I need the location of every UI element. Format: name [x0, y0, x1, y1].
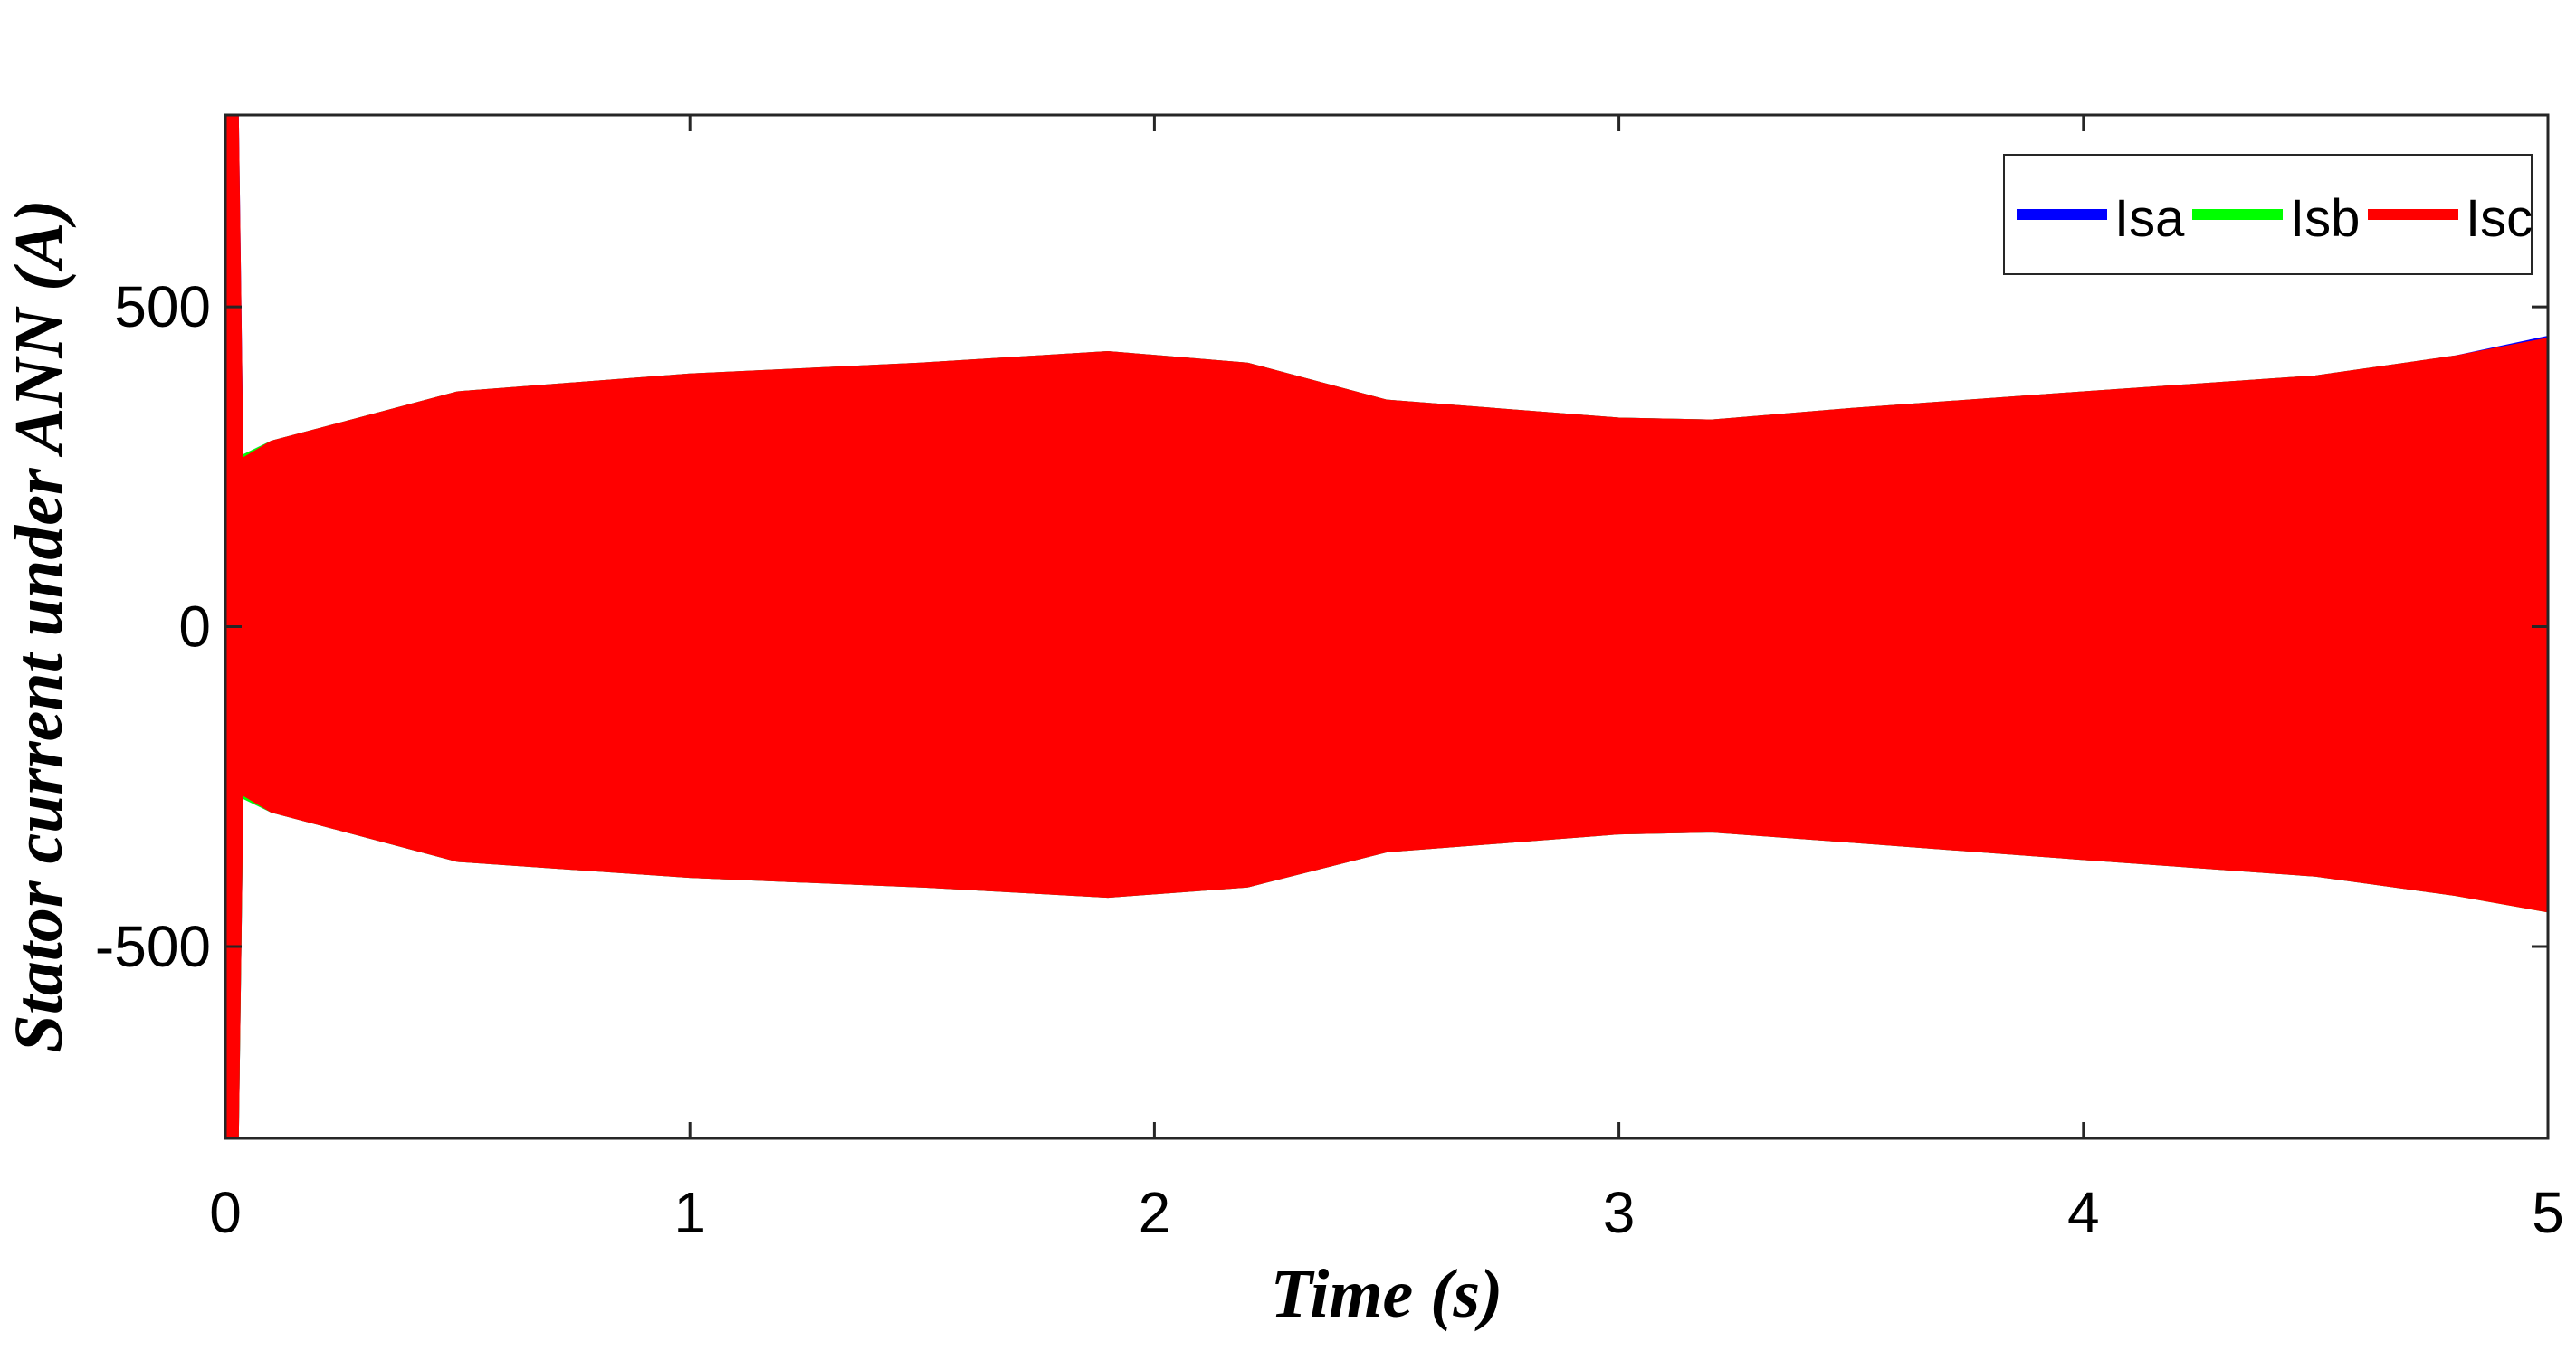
legend-label: Isb [2290, 189, 2360, 248]
x-tick-label: 0 [209, 1180, 242, 1245]
x-tick-label: 5 [2532, 1180, 2564, 1245]
legend-label: Isa [2114, 189, 2185, 248]
y-tick-label: 500 [114, 274, 211, 339]
y-tick-label: -500 [95, 914, 211, 979]
x-tick-label: 1 [673, 1180, 706, 1245]
x-tick-label: 4 [2067, 1180, 2100, 1245]
x-axis-label: Time (s) [1271, 1256, 1503, 1332]
x-tick-label: 2 [1139, 1180, 1171, 1245]
plot-area [225, 115, 2548, 1138]
y-tick-label: 0 [178, 595, 211, 660]
series-band [225, 115, 2548, 1138]
y-axis-label: Stator current under ANN (A) [1, 199, 77, 1052]
legend-label: Isc [2466, 189, 2533, 248]
x-tick-label: 3 [1603, 1180, 1636, 1245]
